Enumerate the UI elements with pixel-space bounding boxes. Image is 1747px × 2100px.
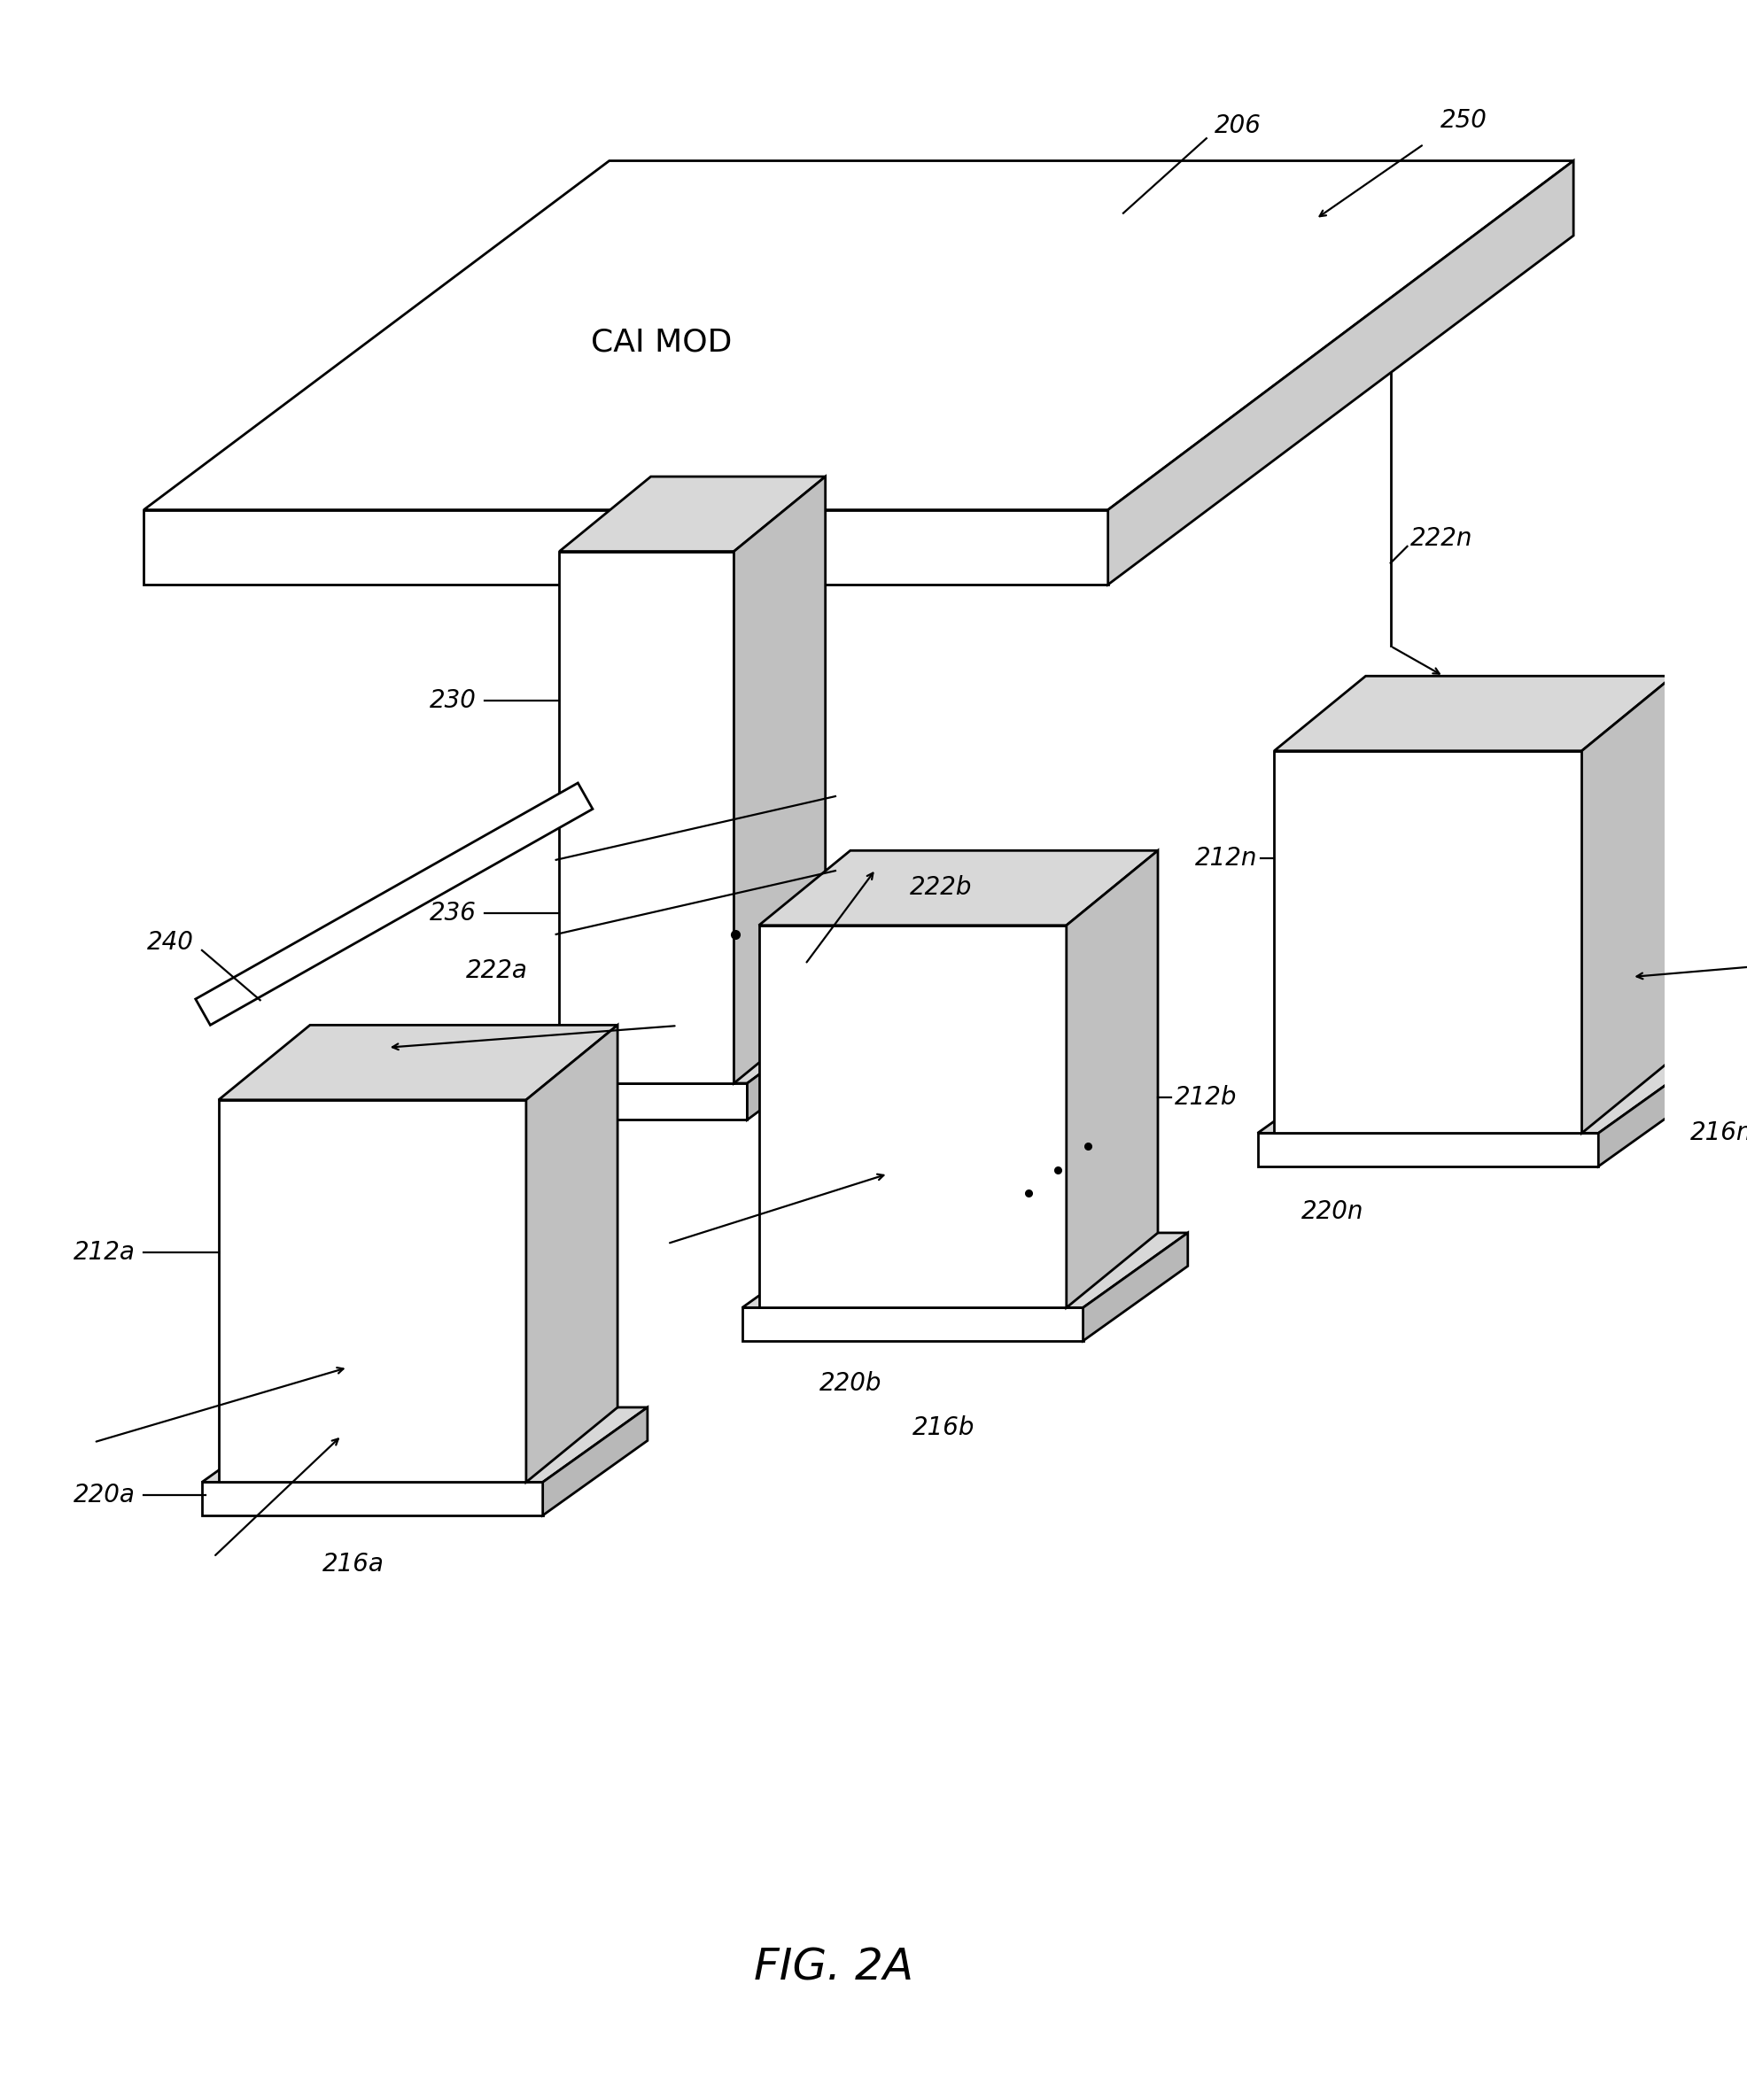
Text: 212a: 212a <box>73 1241 136 1264</box>
Text: 212b: 212b <box>1174 1086 1237 1109</box>
Polygon shape <box>1274 676 1674 752</box>
Text: 222b: 222b <box>910 876 973 901</box>
Text: 206: 206 <box>1214 113 1261 139</box>
Polygon shape <box>1258 1058 1703 1134</box>
Polygon shape <box>742 1233 1188 1308</box>
Polygon shape <box>203 1407 648 1483</box>
Polygon shape <box>748 1008 849 1119</box>
Polygon shape <box>742 1308 1083 1342</box>
Polygon shape <box>1258 1134 1599 1166</box>
Text: 222a: 222a <box>466 958 528 983</box>
Text: 212n: 212n <box>1195 846 1258 869</box>
Text: 236: 236 <box>430 901 477 926</box>
Polygon shape <box>218 1025 618 1100</box>
Polygon shape <box>526 1025 618 1483</box>
Polygon shape <box>559 477 825 552</box>
Polygon shape <box>734 477 825 1084</box>
Polygon shape <box>203 1483 543 1516</box>
Polygon shape <box>1083 1233 1188 1342</box>
Polygon shape <box>143 510 1108 584</box>
Text: 216a: 216a <box>323 1552 384 1577</box>
Text: 220a: 220a <box>73 1483 136 1508</box>
Polygon shape <box>1274 752 1581 1134</box>
Text: 216n: 216n <box>1689 1121 1747 1145</box>
Polygon shape <box>1066 851 1158 1308</box>
Text: 230: 230 <box>430 689 477 712</box>
Polygon shape <box>559 552 734 1084</box>
Polygon shape <box>1581 676 1674 1134</box>
Text: 216b: 216b <box>912 1415 975 1441</box>
Text: 220n: 220n <box>1302 1199 1364 1224</box>
Polygon shape <box>758 851 1158 926</box>
Polygon shape <box>196 783 592 1025</box>
Text: FIG. 2A: FIG. 2A <box>755 1947 914 1989</box>
Polygon shape <box>143 162 1574 510</box>
Text: 220b: 220b <box>819 1371 882 1397</box>
Text: 250: 250 <box>1441 107 1487 132</box>
Polygon shape <box>218 1100 526 1483</box>
Polygon shape <box>547 1008 849 1084</box>
Text: CAI MOD: CAI MOD <box>590 328 732 357</box>
Polygon shape <box>758 926 1066 1308</box>
Polygon shape <box>1108 162 1574 584</box>
Polygon shape <box>547 1084 748 1119</box>
Polygon shape <box>543 1407 648 1516</box>
Text: 222n: 222n <box>1410 525 1473 550</box>
Polygon shape <box>1599 1058 1703 1166</box>
Text: 240: 240 <box>147 930 194 953</box>
